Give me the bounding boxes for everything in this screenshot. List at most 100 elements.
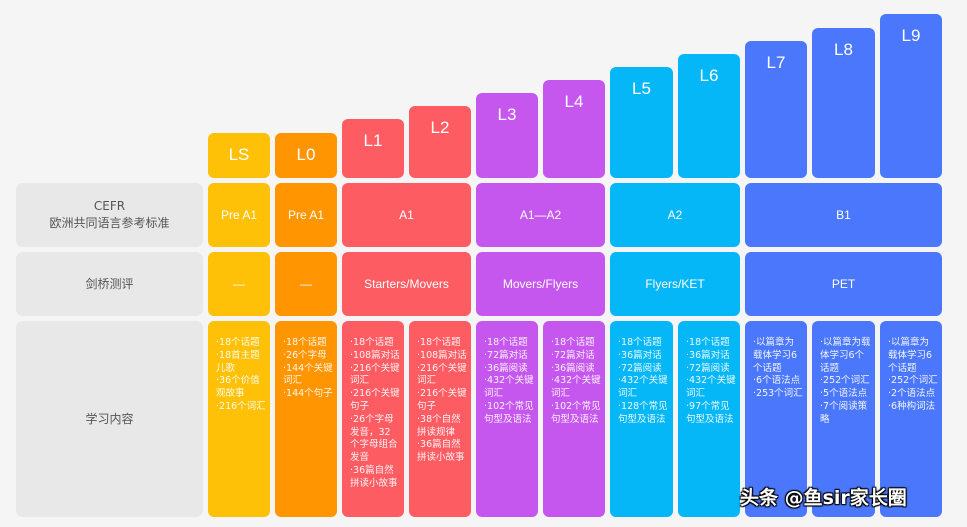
- content-cell-l7: ·以篇章为载体学习6个话题 ·6个语法点 ·253个词汇: [745, 321, 807, 517]
- cambridge-cell: —: [275, 252, 337, 316]
- cambridge-cell: Flyers/KET: [610, 252, 740, 316]
- content-item: ·以篇章为载体学习6个话题: [888, 337, 933, 374]
- content-item: ·72篇对话: [484, 349, 528, 361]
- level-name: LS: [228, 145, 250, 164]
- content-item: ·128个常见句型及语法: [618, 400, 668, 425]
- content-item: ·6个语法点: [753, 375, 801, 387]
- content-item: ·108篇对话: [417, 349, 467, 361]
- content-item: ·216个关键词汇: [350, 362, 400, 387]
- content-item: ·216个关键句子: [350, 388, 400, 412]
- content-item: ·26个字母: [283, 349, 327, 361]
- content-item: ·36个价值观故事: [216, 375, 260, 400]
- row-label-cefr-subtitle: 欧洲共同语言参考标准: [49, 216, 170, 230]
- level-header-l2: L2: [409, 106, 471, 178]
- cambridge-cell: Starters/Movers: [342, 252, 471, 316]
- level-name: L1: [363, 131, 383, 150]
- content-item: ·18个话题: [551, 337, 595, 348]
- content-item: ·432个关键词汇: [686, 375, 736, 400]
- cefr-cell: Pre A1: [275, 183, 337, 247]
- content-item: ·18首主题儿歌: [216, 349, 260, 374]
- content-item: ·18个话题: [417, 337, 461, 348]
- row-label-content: 学习内容: [16, 321, 203, 517]
- row-label-cambridge-text: 剑桥测评: [85, 276, 134, 291]
- content-item: ·36篇阅读: [484, 362, 528, 374]
- cefr-cell: Pre A1: [208, 183, 270, 247]
- level-name: L4: [564, 92, 584, 111]
- content-item: ·432个关键词汇: [551, 375, 601, 400]
- content-item: ·38个自然拼读规律: [417, 413, 461, 438]
- cefr-cell: A1—A2: [476, 183, 605, 247]
- level-header-l1: L1: [342, 119, 404, 178]
- level-name: L5: [632, 79, 651, 98]
- content-item: ·144个关键词汇: [283, 362, 333, 387]
- content-item: ·18个话题: [686, 337, 730, 348]
- level-header-l8: L8: [812, 28, 875, 178]
- level-name: L6: [699, 66, 719, 85]
- cefr-cell: A2: [610, 183, 740, 247]
- content-item: ·18个话题: [618, 337, 662, 348]
- level-name: L0: [296, 145, 316, 164]
- level-header-l0: L0: [275, 133, 337, 178]
- content-cell-l3: ·18个话题 ·72篇对话 ·36篇阅读 ·432个关键词汇 ·102个常见句型及语法: [476, 321, 538, 517]
- content-item: ·102个常见句型及语法: [484, 400, 534, 425]
- content-item: ·216个词汇: [216, 400, 266, 412]
- content-item: ·432个关键词汇: [484, 375, 534, 400]
- content-item: ·252个词汇: [888, 375, 938, 387]
- content-cell-l0: ·18个话题 ·26个字母 ·144个关键词汇 ·144个句子: [275, 321, 337, 517]
- content-item: ·216个关键词汇: [417, 362, 467, 387]
- content-cell-l2: ·18个话题 ·108篇对话 ·216个关键词汇 ·216个关键句子 ·38个自然拼读规…: [409, 321, 471, 517]
- content-item: ·72篇对话: [551, 349, 595, 361]
- content-item: ·36篇自然拼读小故事: [350, 464, 398, 489]
- level-header-l4: L4: [543, 80, 605, 178]
- content-item: ·36篇对话: [618, 349, 662, 361]
- level-name: L9: [901, 26, 921, 45]
- content-item: ·5个语法点: [820, 388, 868, 400]
- content-item: ·36篇对话: [686, 349, 730, 361]
- level-name: L7: [766, 53, 786, 72]
- content-item: ·以篇章为载体学习6个话题: [820, 337, 871, 374]
- content-item: ·18个话题: [484, 337, 528, 348]
- level-header-ls: LS: [208, 133, 270, 178]
- row-label-cefr-title: CEFR: [93, 199, 126, 213]
- cefr-cell: A1: [342, 183, 471, 247]
- content-item: ·432个关键词汇: [618, 375, 668, 400]
- content-item: ·102个常见句型及语法: [551, 400, 601, 425]
- content-item: ·7个阅读策略: [820, 400, 868, 425]
- row-label-cefr: CEFR 欧洲共同语言参考标准: [16, 183, 203, 247]
- level-name: L2: [430, 118, 450, 137]
- level-header-l5: L5: [610, 67, 673, 178]
- content-cell-ls: ·18个话题 ·18首主题儿歌 ·36个价值观故事 ·216个词汇: [208, 321, 270, 517]
- content-cell-l6: ·18个话题 ·36篇对话 ·72篇阅读 ·432个关键词汇 ·97个常见句型及语法: [678, 321, 740, 517]
- level-header-l6: L6: [678, 54, 740, 178]
- content-cell-l4: ·18个话题 ·72篇对话 ·36篇阅读 ·432个关键词汇 ·102个常见句型及语法: [543, 321, 605, 517]
- cefr-cell: B1: [745, 183, 942, 247]
- content-item: ·72篇阅读: [686, 362, 730, 374]
- row-label-content-text: 学习内容: [85, 411, 134, 426]
- cambridge-cell: —: [208, 252, 270, 316]
- content-cell-l1: ·18个话题 ·108篇对话 ·216个关键词汇 ·216个关键句子 ·26个字母发音，…: [342, 321, 404, 517]
- content-item: ·72篇阅读: [618, 362, 662, 374]
- content-item: ·26个字母发音，32个字母组合发音: [350, 413, 398, 464]
- content-cell-l5: ·18个话题 ·36篇对话 ·72篇阅读 ·432个关键词汇 ·128个常见句型及语法: [610, 321, 673, 517]
- content-item: ·18个话题: [216, 337, 260, 348]
- content-cell-l8: ·以篇章为载体学习6个话题 ·252个词汇 ·5个语法点 ·7个阅读策略: [812, 321, 875, 517]
- level-header-l7: L7: [745, 41, 807, 178]
- content-item: ·253个词汇: [753, 388, 803, 400]
- content-item: ·2个语法点: [888, 388, 936, 400]
- level-header-l3: L3: [476, 93, 538, 178]
- content-item: ·36篇阅读: [551, 362, 595, 374]
- content-item: ·97个常见句型及语法: [686, 400, 734, 425]
- content-item: ·36篇自然拼读小故事: [417, 439, 465, 464]
- level-name: L3: [497, 105, 517, 124]
- cambridge-cell: PET: [745, 252, 942, 316]
- content-item: ·252个词汇: [820, 375, 870, 387]
- content-item: ·216个关键句子: [417, 388, 467, 412]
- content-item: ·144个句子: [283, 388, 333, 400]
- row-label-cambridge: 剑桥测评: [16, 252, 203, 316]
- content-item: ·18个话题: [283, 337, 327, 348]
- watermark: 头条 @鱼sir家长圈: [740, 487, 907, 509]
- content-cell-l9: ·以篇章为载体学习6个话题 ·252个词汇 ·2个语法点 ·6种构词法: [880, 321, 942, 517]
- level-header-l9: L9: [880, 14, 942, 178]
- content-item: ·6种构词法: [888, 400, 936, 412]
- content-item: ·108篇对话: [350, 349, 400, 361]
